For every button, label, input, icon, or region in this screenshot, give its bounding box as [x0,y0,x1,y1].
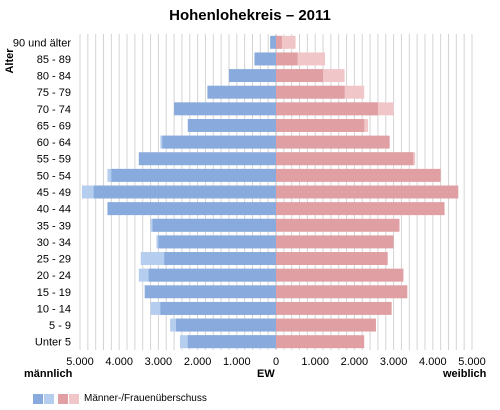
bar-male-base [160,301,276,315]
female-axis-label: weiblich [443,368,487,380]
bar-female-base [276,102,378,116]
bar-female [276,318,376,332]
age-group-label: 85 - 89 [37,54,71,66]
age-group-label: 10 - 14 [37,303,71,315]
x-tick-label: 5.000 [458,356,486,368]
age-group-label: 45 - 49 [37,187,71,199]
legend-swatch-male-surplus [44,393,54,404]
bar-male-base [111,168,276,182]
age-group-label: 80 - 84 [37,71,71,83]
age-group-label: 90 und älter [13,37,71,49]
bar-female [276,218,400,232]
legend-label: Männer-/Frauenüberschuss [84,393,207,404]
age-group-label: 55 - 59 [37,154,71,166]
legend-swatch-male [33,393,43,404]
age-group-label: 40 - 44 [37,204,71,216]
bar-male [107,202,276,216]
age-group-label: 30 - 34 [37,237,71,249]
bar-female-base [276,152,414,166]
male-axis-label: männlich [24,368,73,380]
x-tick-label: 3.000 [145,356,173,368]
bar-male-base [187,335,276,349]
bar-female-base [276,69,324,83]
age-group-label: 70 - 74 [37,104,71,116]
bar-male-base [93,185,276,199]
bar-female-base [276,35,282,49]
age-group-label: 20 - 24 [37,270,71,282]
bar-male [254,52,276,66]
bar-female [276,168,441,182]
bar-male-base [176,318,276,332]
bar-male-base [164,252,276,266]
age-group-label: 15 - 19 [37,287,71,299]
bar-female [276,285,408,299]
bar-female [276,185,459,199]
x-tick-label: 4.000 [105,356,133,368]
bar-female-base [276,118,365,132]
bar-male [187,118,276,132]
x-tick-label: 2.000 [184,356,212,368]
bars [81,35,459,349]
bar-male [270,35,276,49]
x-tick-label: 0 [273,356,279,368]
age-group-label: 65 - 69 [37,120,71,132]
bar-male-base [162,135,276,149]
bar-female [276,252,388,266]
chart-title: Hohenlohekreis – 2011 [169,7,331,24]
legend: Männer-/Frauenüberschuss [33,393,207,404]
bar-female [276,335,365,349]
bar-male [207,85,276,99]
x-tick-label: 3.000 [380,356,408,368]
age-group-label: 25 - 29 [37,254,71,266]
bar-female [276,202,445,216]
age-group-labels: 90 und älter 85 - 89 80 - 84 75 - 79 70 - 74… [13,37,71,348]
x-tick-label: 4.000 [419,356,447,368]
bar-female [276,135,390,149]
legend-swatch-female [58,393,68,404]
bar-female [276,235,394,249]
bar-male [174,102,276,116]
age-group-label: 5 - 9 [49,320,71,332]
bar-female [276,268,404,282]
x-tick-labels: 5.000 4.000 3.000 2.000 1.000 0 1.000 2.000 3.00… [66,356,486,368]
bar-female [276,301,392,315]
x-tick-label: 5.000 [66,356,94,368]
x-axis-label: EW [257,368,275,380]
age-group-label: 75 - 79 [37,87,71,99]
bar-male [228,69,276,83]
bar-female-base [276,85,345,99]
bar-male-base [158,235,276,249]
legend-swatch-female-surplus [69,393,79,404]
age-group-label: 50 - 54 [37,170,71,182]
bar-male-base [148,268,276,282]
bar-female-base [276,52,298,66]
bar-male-base [152,218,276,232]
bar-male [138,152,276,166]
age-group-label: 60 - 64 [37,137,71,149]
x-tick-label: 1.000 [223,356,251,368]
x-tick-label: 2.000 [341,356,369,368]
bar-male [144,285,276,299]
age-group-label: 35 - 39 [37,220,71,232]
x-tick-label: 1.000 [301,356,329,368]
age-group-label: Unter 5 [35,337,71,349]
